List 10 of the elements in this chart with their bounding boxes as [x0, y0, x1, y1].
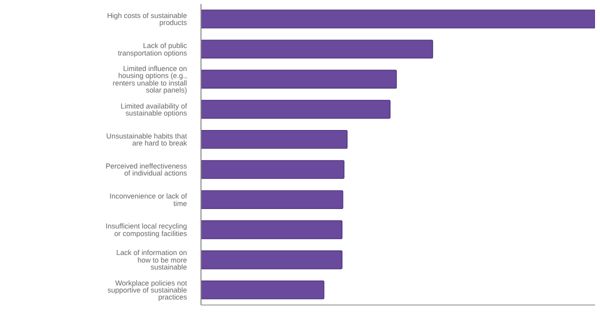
bar: [201, 280, 324, 300]
bar: [201, 100, 391, 119]
bar: [201, 220, 342, 240]
bar: [201, 130, 348, 149]
bar: [201, 70, 397, 89]
bar: [201, 40, 434, 58]
bar: [201, 190, 344, 209]
bar: [201, 250, 342, 270]
bar: [201, 10, 595, 28]
bar: [201, 160, 344, 179]
